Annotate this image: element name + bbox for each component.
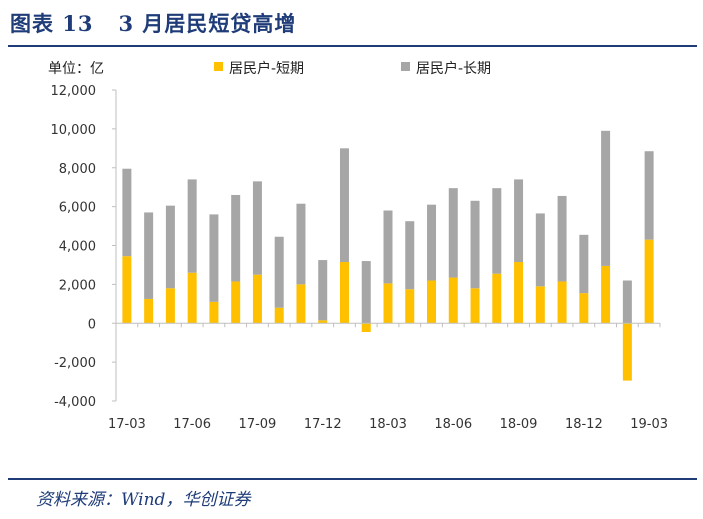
bar-short-term-18-02 bbox=[361, 323, 371, 332]
bar-long-term-17-05 bbox=[165, 205, 175, 289]
bar-short-term-17-09 bbox=[252, 274, 262, 324]
bar-long-term-17-11 bbox=[296, 203, 306, 285]
y-tick-label: 6,000 bbox=[59, 201, 96, 216]
bar-short-term-18-07 bbox=[470, 288, 480, 324]
bar-short-term-19-01 bbox=[601, 265, 611, 324]
stacked-bar-chart: 单位：亿 居民户-短期 居民户-长期 12,000 10,000 8,000 6,00… bbox=[48, 60, 668, 432]
bar-short-term-17-05 bbox=[165, 288, 175, 324]
bar-long-term-18-09 bbox=[514, 179, 524, 263]
bar-short-term-18-04 bbox=[405, 289, 415, 324]
bar-short-term-17-10 bbox=[274, 307, 284, 324]
y-tick-label: 0 bbox=[88, 317, 96, 332]
bar-long-term-17-08 bbox=[231, 194, 241, 282]
bar-long-term-18-05 bbox=[427, 204, 437, 281]
bar-long-term-18-11 bbox=[557, 195, 567, 282]
source-divider bbox=[8, 478, 697, 480]
y-tick-label: 8,000 bbox=[59, 162, 96, 177]
bar-short-term-17-03 bbox=[122, 256, 132, 324]
figure-title: 图表 13 3 月居民短贷高增 bbox=[10, 8, 296, 38]
bar-short-term-18-11 bbox=[557, 281, 567, 324]
bar-short-term-18-06 bbox=[448, 277, 458, 324]
unit-label: 单位：亿 bbox=[48, 61, 104, 77]
figure-title-text: 3 月居民短贷高增 bbox=[118, 11, 297, 36]
legend-swatch-short-term bbox=[214, 62, 223, 71]
bar-long-term-17-09 bbox=[252, 181, 262, 275]
bar-long-term-18-08 bbox=[492, 188, 502, 274]
y-tick-label: 4,000 bbox=[59, 240, 96, 255]
bar-short-term-17-12 bbox=[318, 320, 328, 324]
bar-long-term-19-02 bbox=[622, 280, 632, 324]
bars bbox=[122, 130, 654, 381]
source-note: 资料来源：Wind，华创证券 bbox=[36, 490, 251, 510]
bar-long-term-18-02 bbox=[361, 261, 371, 324]
figure-label: 图表 13 bbox=[10, 11, 94, 36]
chart-legend: 单位：亿 居民户-短期 居民户-长期 bbox=[48, 60, 491, 77]
bar-short-term-19-03 bbox=[644, 239, 654, 324]
x-tick-label: 17-09 bbox=[239, 417, 277, 432]
bar-short-term-18-10 bbox=[535, 286, 545, 324]
bar-long-term-19-03 bbox=[644, 151, 654, 240]
x-tick-label: 18-12 bbox=[565, 417, 603, 432]
bar-long-term-18-04 bbox=[405, 221, 415, 290]
x-tick-label: 17-06 bbox=[173, 417, 211, 432]
bar-long-term-19-01 bbox=[601, 130, 611, 266]
legend-swatch-long-term bbox=[401, 62, 410, 71]
bar-short-term-18-03 bbox=[383, 283, 393, 324]
x-tick-label: 17-03 bbox=[108, 417, 146, 432]
bar-long-term-17-10 bbox=[274, 236, 284, 308]
legend-label-short-term: 居民户-短期 bbox=[229, 60, 304, 77]
bar-short-term-17-11 bbox=[296, 284, 306, 324]
bar-short-term-17-06 bbox=[187, 272, 197, 324]
bar-short-term-18-01 bbox=[339, 262, 349, 324]
bar-long-term-18-06 bbox=[448, 188, 458, 278]
y-tick-label: 10,000 bbox=[51, 123, 97, 138]
bar-short-term-18-12 bbox=[579, 293, 589, 324]
y-tick-label: 12,000 bbox=[51, 84, 97, 99]
bar-long-term-18-12 bbox=[579, 234, 589, 294]
x-tick-label: 18-09 bbox=[500, 417, 538, 432]
bar-short-term-17-07 bbox=[209, 301, 219, 324]
bar-short-term-18-09 bbox=[514, 262, 524, 324]
bar-long-term-17-12 bbox=[318, 260, 328, 321]
x-axis: 17-03 17-06 17-09 17-12 18-03 18-06 18-09 18-12… bbox=[108, 322, 668, 432]
bar-long-term-18-03 bbox=[383, 210, 393, 284]
bar-short-term-17-08 bbox=[231, 281, 241, 324]
y-tick-label: -2,000 bbox=[54, 356, 96, 371]
bar-long-term-17-06 bbox=[187, 179, 197, 273]
legend-label-long-term: 居民户-长期 bbox=[416, 60, 491, 77]
bar-long-term-18-07 bbox=[470, 200, 480, 289]
x-tick-label: 18-06 bbox=[434, 417, 472, 432]
bar-long-term-17-03 bbox=[122, 168, 132, 257]
y-tick-label: -4,000 bbox=[54, 395, 96, 410]
bar-short-term-18-08 bbox=[492, 273, 502, 324]
x-tick-label: 17-12 bbox=[304, 417, 342, 432]
bar-long-term-18-10 bbox=[535, 213, 545, 287]
bar-long-term-18-01 bbox=[339, 148, 349, 263]
y-axis: 12,000 10,000 8,000 6,000 4,000 2,000 0 -2,000 -… bbox=[51, 84, 117, 410]
bar-long-term-17-07 bbox=[209, 214, 219, 302]
bar-short-term-17-04 bbox=[144, 298, 154, 324]
x-tick-label: 18-03 bbox=[369, 417, 407, 432]
bar-long-term-17-04 bbox=[144, 212, 154, 299]
bar-short-term-19-02 bbox=[622, 323, 632, 381]
x-tick-label: 19-03 bbox=[630, 417, 668, 432]
bar-short-term-18-05 bbox=[427, 280, 437, 324]
title-divider bbox=[8, 45, 697, 47]
y-tick-label: 2,000 bbox=[59, 278, 96, 293]
